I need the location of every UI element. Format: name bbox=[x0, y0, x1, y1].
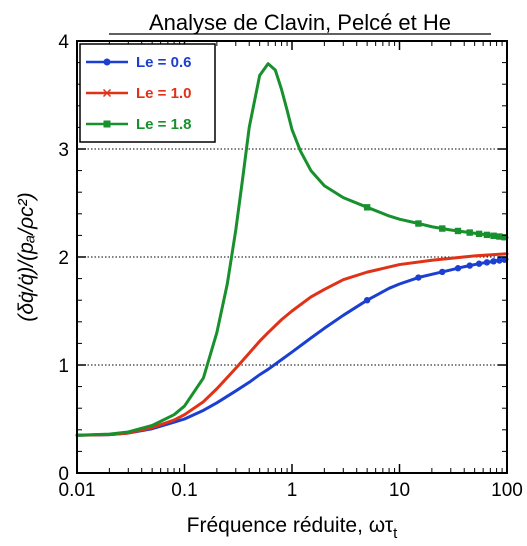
x-tick-label: 1 bbox=[287, 480, 298, 501]
x-tick-label: 10 bbox=[389, 480, 410, 501]
series-marker bbox=[490, 258, 497, 265]
grid-lines bbox=[77, 148, 507, 366]
y-tick-label: 3 bbox=[58, 140, 69, 161]
legend-item: Le = 0.6 bbox=[86, 54, 191, 71]
legend-label: Le = 1.0 bbox=[136, 85, 191, 102]
x-tick-label: 0.1 bbox=[171, 480, 197, 501]
legend-label: Le = 1.8 bbox=[136, 116, 191, 133]
series-marker bbox=[439, 225, 446, 232]
series-marker bbox=[103, 120, 111, 128]
series-marker bbox=[475, 230, 483, 238]
series-marker bbox=[501, 234, 508, 241]
series-marker bbox=[490, 232, 497, 239]
series-marker bbox=[439, 268, 446, 276]
series-marker bbox=[466, 229, 473, 236]
x-axis-label-main: Fréquence réduite, ωτ bbox=[187, 514, 394, 537]
series-layer bbox=[75, 62, 509, 437]
series-line bbox=[75, 257, 509, 437]
series-marker bbox=[475, 260, 483, 267]
series-marker bbox=[496, 257, 503, 264]
x-axis-label-subscript: t bbox=[393, 525, 398, 542]
series-3 bbox=[75, 62, 509, 437]
legend-label: Le = 0.6 bbox=[136, 54, 191, 71]
series-line bbox=[75, 252, 509, 437]
series-line bbox=[75, 62, 509, 437]
series-marker bbox=[483, 231, 491, 239]
series-marker bbox=[454, 227, 462, 235]
y-tick-label: 2 bbox=[58, 248, 69, 269]
series-marker bbox=[415, 274, 422, 281]
axis-ticks: 0.01 0.1 1 10 100 0 1 2 3 4 bbox=[58, 32, 522, 501]
x-tick-label: 0.01 bbox=[59, 480, 96, 501]
x-axis-label: Fréquence réduite, ωτt bbox=[187, 514, 399, 542]
series-marker bbox=[496, 233, 503, 240]
chart-title: Analyse de Clavin, Pelcé et He bbox=[149, 10, 451, 35]
series-marker bbox=[415, 220, 422, 227]
series-marker bbox=[363, 204, 371, 211]
series-marker bbox=[102, 88, 112, 98]
y-axis-label: (δq̇/q̇)/(pₐ/ρc²) bbox=[15, 192, 38, 321]
series-marker bbox=[454, 265, 462, 272]
legend-item: Le = 1.8 bbox=[86, 116, 191, 133]
series-1 bbox=[75, 256, 509, 437]
y-tick-label: 0 bbox=[58, 464, 69, 485]
series-marker bbox=[103, 58, 111, 66]
legend-item: Le = 1.0 bbox=[86, 85, 191, 102]
y-tick-label: 1 bbox=[58, 356, 69, 377]
series-marker bbox=[363, 297, 371, 304]
legend: Le = 0.6 Le = 1.0 Le = 1.8 bbox=[79, 43, 216, 143]
x-tick-label: 100 bbox=[491, 480, 523, 501]
series-marker bbox=[483, 259, 491, 266]
y-tick-label: 4 bbox=[58, 32, 69, 53]
series-marker bbox=[466, 262, 473, 269]
series-2 bbox=[75, 252, 509, 437]
